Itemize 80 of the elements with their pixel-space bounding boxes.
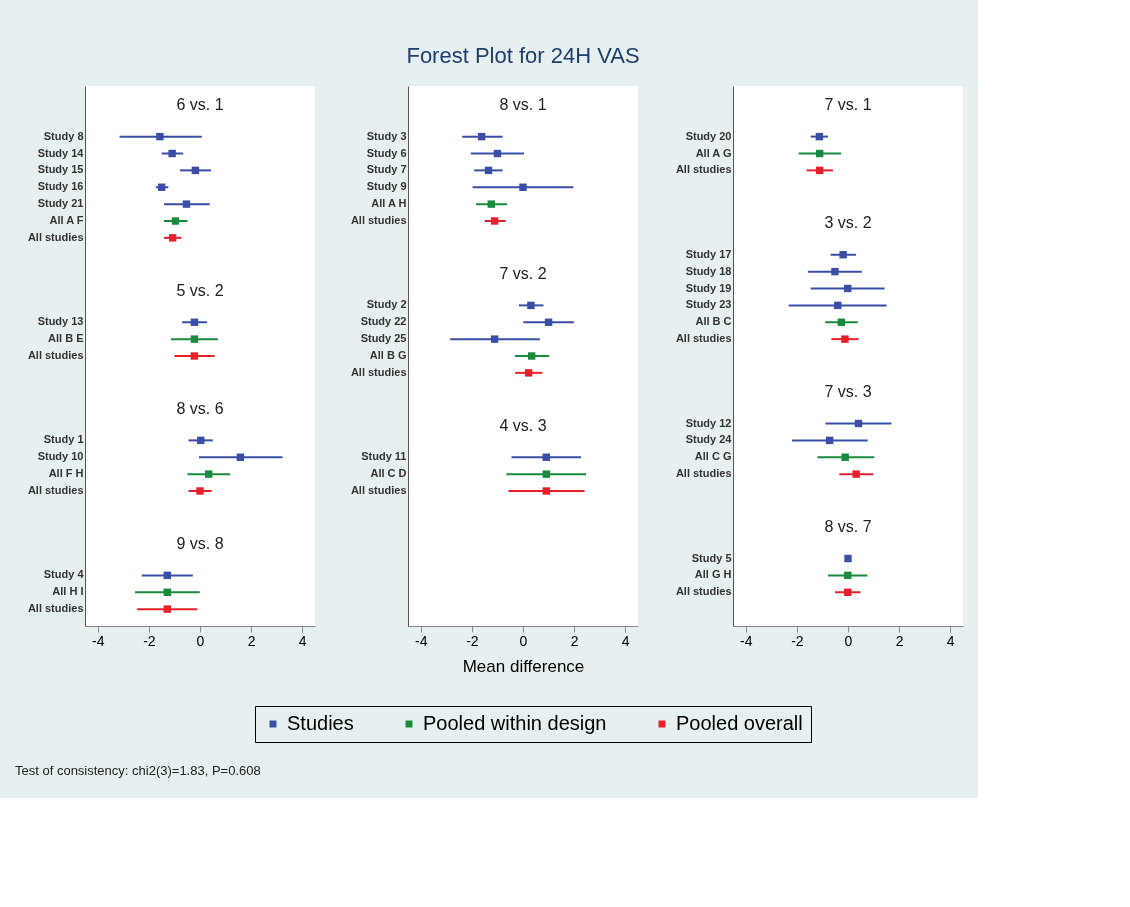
y-tick-label: All C D	[370, 467, 407, 480]
y-tick-label: All C G	[694, 450, 732, 463]
y-tick-label: All studies	[675, 332, 732, 345]
y-tick-label: All A F	[49, 214, 84, 226]
x-tick-label: 4	[298, 632, 307, 649]
annotation: 9 vs. 8	[176, 534, 224, 552]
y-tick-label: All studies	[675, 163, 732, 176]
y-tick-label: All F H	[48, 467, 84, 480]
x-tick-label: -2	[466, 632, 479, 649]
y-tick-label: Study 14	[37, 146, 85, 159]
y-tick-label: Study 1	[43, 433, 84, 446]
x-tick-label: -4	[740, 632, 753, 649]
y-tick-label: All studies	[27, 230, 84, 243]
x-tick-label: 0	[196, 632, 205, 649]
legend-label: Pooled within design	[423, 712, 607, 734]
point	[844, 554, 852, 563]
x-tick-label: 4	[946, 632, 955, 649]
x-tick-label: -4	[92, 632, 105, 649]
y-tick-label: Study 17	[685, 247, 732, 260]
y-tick-label: Study 3	[366, 129, 407, 142]
y-tick-label: Study 16	[37, 180, 84, 193]
y-tick-label: Study 11	[361, 450, 407, 463]
y-tick-label: Study 8	[43, 129, 84, 142]
y-tick-label: All B C	[695, 315, 732, 328]
annotation: 7 vs. 2	[499, 264, 547, 282]
annotation: 4 vs. 3	[499, 416, 547, 434]
y-tick-label: All studies	[350, 214, 407, 226]
x-tick-label: 4	[621, 632, 630, 649]
y-tick-label: Study 23	[685, 298, 732, 311]
y-tick-label: Study 5	[691, 551, 732, 564]
annotation: 8 vs. 6	[176, 399, 224, 417]
y-tick-label: Study 6	[366, 146, 407, 159]
y-tick-label: Study 18	[685, 264, 732, 277]
y-tick-label: Study 4	[43, 568, 85, 581]
y-tick-label: Study 15	[37, 163, 84, 176]
y-tick-label: Study 2	[366, 298, 407, 311]
y-tick-label: All studies	[350, 365, 407, 378]
y-tick-label: Study 22	[360, 315, 407, 328]
y-tick-label: All B G	[369, 349, 407, 361]
y-tick-label: All B E	[48, 332, 84, 345]
x-tick-label: -2	[791, 632, 804, 649]
y-tick-label: All studies	[27, 349, 84, 361]
y-tick-label: Study 21	[37, 197, 84, 210]
annotation: 6 vs. 1	[176, 95, 224, 113]
y-tick-label: All A G	[695, 146, 732, 159]
y-tick-label: Study 19	[685, 281, 732, 294]
x-tick-label: 0	[844, 632, 853, 649]
annotation: 7 vs. 3	[824, 382, 872, 400]
y-tick-label: Study 9	[366, 180, 407, 193]
y-tick-label: Study 13	[37, 315, 84, 328]
annotation: 8 vs. 1	[499, 95, 547, 113]
y-tick-label: All A H	[371, 197, 407, 210]
y-tick-label: All H I	[52, 585, 84, 598]
y-tick-label: Study 25	[360, 332, 407, 345]
x-tick-label: 0	[519, 632, 528, 649]
annotation: 7 vs. 1	[824, 95, 872, 113]
y-tick-label: Study 20	[685, 129, 732, 142]
y-tick-label: All studies	[675, 467, 732, 480]
legend-label: Studies	[287, 712, 354, 734]
y-tick-label: All studies	[675, 585, 732, 598]
legend-label: Pooled overall	[676, 712, 803, 734]
x-axis-title: Mean difference	[462, 656, 585, 676]
text: Test of consistency: chi2(3)=1.83, P=0.608	[15, 763, 261, 778]
y-tick-label: All G H	[694, 568, 732, 581]
y-tick-label: All studies	[350, 484, 407, 496]
x-tick-label: -4	[415, 632, 428, 649]
y-tick-label: Study 24	[685, 433, 733, 446]
x-tick-label: 2	[247, 632, 256, 649]
annotation: 8 vs. 7	[824, 517, 872, 535]
y-tick-label: Study 7	[366, 163, 407, 176]
y-tick-label: All studies	[27, 484, 84, 496]
chart-title: Forest Plot for 24H VAS	[406, 43, 640, 68]
y-tick-label: All studies	[27, 602, 84, 615]
x-tick-label: 2	[570, 632, 579, 649]
x-tick-label: 2	[895, 632, 904, 649]
x-tick-label: -2	[143, 632, 156, 649]
y-tick-label: Study 12	[685, 416, 732, 429]
y-tick-label: Study 10	[37, 450, 84, 463]
annotation: 5 vs. 2	[176, 281, 224, 299]
annotation: 3 vs. 2	[824, 214, 872, 231]
